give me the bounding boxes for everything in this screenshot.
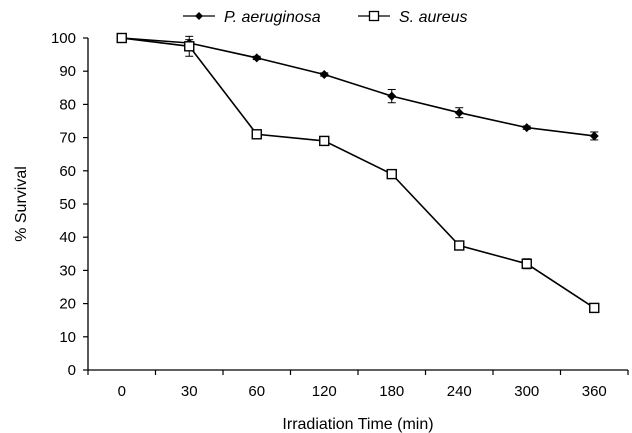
y-tick-label: 80 — [59, 96, 76, 113]
point-s-aureus — [521, 258, 532, 269]
point-s-aureus — [116, 32, 127, 44]
x-tick-label: 60 — [248, 383, 265, 400]
y-tick-label: 60 — [59, 163, 76, 180]
axes — [87, 38, 628, 371]
point-s-aureus — [589, 302, 600, 314]
y-tick-label: 90 — [59, 63, 76, 80]
legend-marker-p-aeruginosa — [195, 12, 203, 20]
y-ticks: 0 10 20 30 40 50 60 70 80 90 100 — [51, 30, 88, 379]
point-s-aureus — [319, 135, 330, 147]
y-tick-label: 100 — [51, 30, 76, 47]
x-tick-label: 180 — [379, 383, 404, 400]
x-axis-title: Irradiation Time (min) — [282, 416, 433, 433]
point-p-aeruginosa — [454, 108, 464, 118]
legend: P. aeruginosa S. aureus — [183, 9, 467, 26]
point-s-aureus — [184, 41, 195, 52]
series-line-s-aureus — [121, 37, 595, 309]
y-tick-label: 10 — [59, 329, 76, 346]
point-s-aureus — [251, 129, 262, 140]
y-tick-label: 40 — [59, 229, 76, 246]
point-s-aureus — [454, 240, 465, 251]
x-tick-label: 240 — [447, 383, 472, 400]
point-p-aeruginosa — [589, 131, 599, 141]
point-p-aeruginosa — [319, 70, 329, 80]
x-ticks: 0 30 60 120 180 240 300 360 — [87, 370, 629, 400]
legend-label-p-aeruginosa: P. aeruginosa — [224, 9, 321, 26]
legend-marker-s-aureus — [368, 10, 380, 22]
y-tick-label: 70 — [59, 130, 76, 147]
point-p-aeruginosa — [522, 123, 532, 133]
x-tick-label: 360 — [582, 383, 607, 400]
x-tick-label: 30 — [181, 383, 198, 400]
y-tick-label: 20 — [59, 296, 76, 313]
plot-area — [116, 32, 600, 314]
x-tick-label: 0 — [118, 383, 126, 400]
y-tick-label: 0 — [68, 362, 76, 379]
point-p-aeruginosa — [387, 91, 397, 101]
y-tick-label: 30 — [59, 262, 76, 279]
x-tick-label: 120 — [312, 383, 337, 400]
point-s-aureus — [386, 168, 397, 180]
legend-label-s-aureus: S. aureus — [399, 9, 467, 26]
y-axis-title: % Survival — [13, 166, 30, 242]
series-line-p-aeruginosa — [121, 37, 595, 137]
x-tick-label: 300 — [514, 383, 539, 400]
y-tick-label: 50 — [59, 196, 76, 213]
point-p-aeruginosa — [252, 53, 262, 63]
